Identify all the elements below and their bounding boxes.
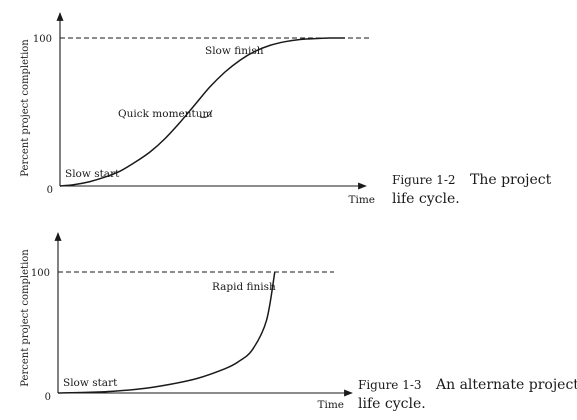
chart-1-annotation-slow-start: Slow start — [65, 168, 120, 180]
chart-1: 100 0 Percent project completion Time Sl… — [20, 12, 552, 207]
chart-2-annotation-slow-start: Slow start — [63, 377, 118, 389]
chart-1-series-line — [59, 37, 346, 187]
chart-1-x-label: Time — [348, 194, 375, 206]
chart-1-annotation-slow-finish: Slow finish — [205, 45, 264, 57]
chart-1-tick-100: 100 — [33, 34, 52, 45]
chart-1-y-label: Percent project completion — [20, 39, 31, 177]
chart-1-tick-0: 0 — [47, 185, 53, 196]
chart-2-x-label: Time — [317, 399, 344, 411]
chart-2-caption-line-2: life cycle. — [358, 396, 426, 412]
chart-2-series-line — [57, 271, 276, 394]
chart-2-caption-line-1: An alternate project — [435, 377, 577, 393]
chart-1-caption-line-1: The project — [470, 172, 552, 188]
chart-2-tick-0: 0 — [45, 392, 51, 403]
chart-1-annotation-quick-momentum: Quick momentum — [118, 108, 213, 120]
chart-1-caption-line-2: life cycle. — [392, 191, 460, 207]
chart-2-annotation-rapid-finish: Rapid finish — [212, 281, 276, 293]
chart-1-annotation-pointer — [199, 109, 213, 119]
chart-2-tick-100: 100 — [31, 268, 50, 279]
chart-2: 100 0 Percent project completion Time Sl… — [20, 232, 577, 412]
chart-1-figure-number: Figure 1-2 — [392, 173, 456, 187]
chart-2-figure-number: Figure 1-3 — [358, 378, 422, 392]
chart-2-y-label: Percent project completion — [20, 249, 31, 387]
